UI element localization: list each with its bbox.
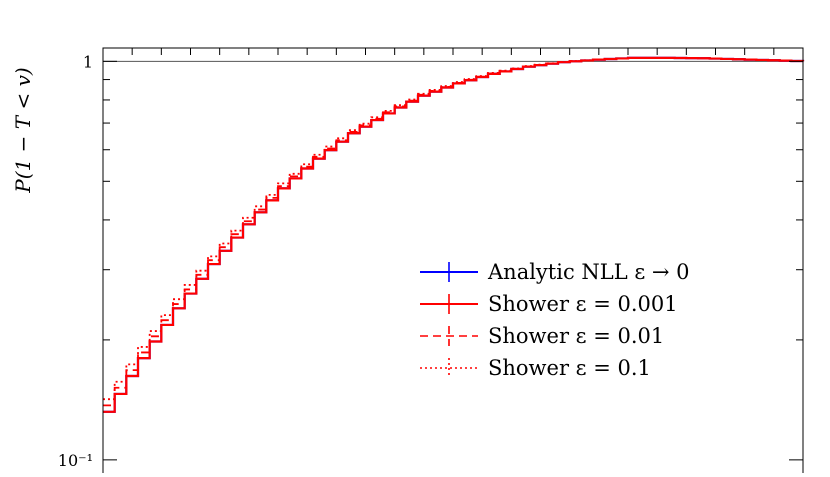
series-line-3 xyxy=(103,56,804,401)
legend-label: Shower ε = 0.01 xyxy=(488,324,664,348)
legend-label: Shower ε = 0.1 xyxy=(488,356,651,380)
y-tick-label: 10⁻¹ xyxy=(58,451,93,470)
legend: Analytic NLL ε → 0 Shower ε = 0.001 Shower… xyxy=(420,260,690,380)
series-line-0 xyxy=(103,56,805,413)
series-line-1 xyxy=(103,56,805,413)
y-axis-label: P(1 − T < v) xyxy=(11,67,35,193)
legend-label: Analytic NLL ε → 0 xyxy=(487,260,690,284)
series-line-2 xyxy=(103,56,804,407)
legend-label: Shower ε = 0.001 xyxy=(488,292,678,316)
y-tick-label: 1 xyxy=(83,52,93,71)
